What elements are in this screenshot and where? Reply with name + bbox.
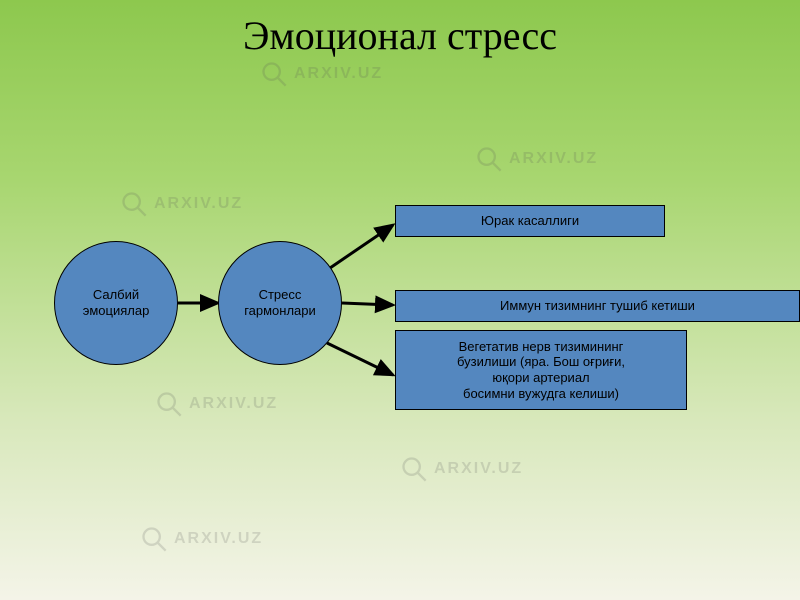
node-label: Стресс гармонлари <box>244 287 316 320</box>
node-negative-emotions: Салбий эмоциялар <box>54 241 178 365</box>
node-stress-hormones: Стресс гармонлари <box>218 241 342 365</box>
node-heart-disease: Юрак касаллиги <box>395 205 665 237</box>
page-title: Эмоционал стресс <box>0 12 800 59</box>
node-vegetative-nerve: Вегетатив нерв тизимининг бузилиши (яра.… <box>395 330 687 410</box>
node-label: Юрак касаллиги <box>481 213 579 229</box>
node-label: Иммун тизимнинг тушиб кетиши <box>500 298 695 314</box>
node-label: Салбий эмоциялар <box>83 287 150 320</box>
node-label: Вегетатив нерв тизимининг бузилиши (яра.… <box>457 339 625 401</box>
node-immune-decline: Иммун тизимнинг тушиб кетиши <box>395 290 800 322</box>
